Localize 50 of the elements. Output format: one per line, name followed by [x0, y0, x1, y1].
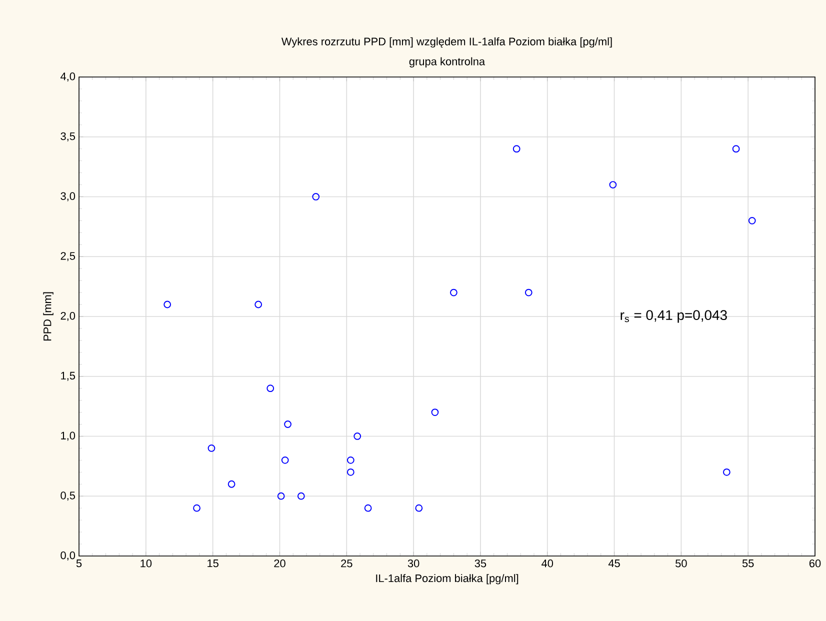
- x-tick-label: 50: [676, 560, 687, 568]
- y-tick-label: 0,5: [60, 492, 76, 501]
- x-tick-label: 30: [408, 560, 420, 568]
- y-tick-label: 1,5: [61, 372, 76, 381]
- point: [254, 300, 262, 308]
- point: [312, 193, 320, 200]
- x-tick-label: 60: [809, 560, 821, 568]
- chart-title: Wykres rozrzutu PPD [mm] względem IL-1alfa Poziom białka [pg/ml]: [281, 37, 612, 48]
- x-tick-label: 40: [542, 560, 554, 568]
- x-tick-label: 10: [140, 560, 152, 568]
- point: [281, 456, 289, 464]
- point: [450, 288, 458, 296]
- x-tick-label: 45: [608, 560, 620, 568]
- y-tick-label: 2,5: [60, 252, 76, 262]
- annotation: r$_{s}$ = 0,41 p=0,043: [620, 310, 727, 323]
- point: [748, 216, 756, 224]
- point: [164, 300, 172, 308]
- x-tick-label: 55: [742, 560, 754, 568]
- point: [524, 288, 532, 296]
- y-tick-label: 4,0: [60, 72, 76, 82]
- x-tick-label: 15: [208, 560, 218, 568]
- x-tick-label: 25: [341, 560, 352, 568]
- point: [277, 492, 285, 500]
- y-tick-label: 2,0: [60, 312, 76, 322]
- point: [193, 504, 200, 512]
- y-tick-label: 0,0: [60, 551, 76, 561]
- x-tick-label: 35: [474, 560, 486, 568]
- point: [354, 432, 362, 440]
- y-axis-title: PPD [mm]: [43, 292, 54, 341]
- point: [297, 492, 305, 500]
- point: [266, 384, 274, 392]
- point: [228, 480, 236, 488]
- point: [346, 456, 354, 464]
- point: [431, 408, 439, 416]
- chart-subtitle: grupa kontrolna: [409, 57, 486, 68]
- point: [346, 468, 354, 476]
- y-tick-label: 3,0: [60, 192, 76, 202]
- point: [415, 504, 423, 512]
- point: [208, 444, 216, 452]
- point: [512, 145, 520, 153]
- point: [732, 145, 740, 153]
- x-tick-label: 20: [274, 560, 286, 568]
- point: [284, 420, 292, 428]
- point: [609, 181, 617, 188]
- point: [364, 504, 372, 512]
- x-tick-label: 5: [76, 560, 82, 568]
- y-tick-label: 1,0: [61, 432, 76, 441]
- y-tick-label: 3,5: [60, 132, 76, 142]
- x-axis-title: IL-1alfa Poziom białka [pg/ml]: [376, 574, 518, 584]
- point: [722, 468, 730, 476]
